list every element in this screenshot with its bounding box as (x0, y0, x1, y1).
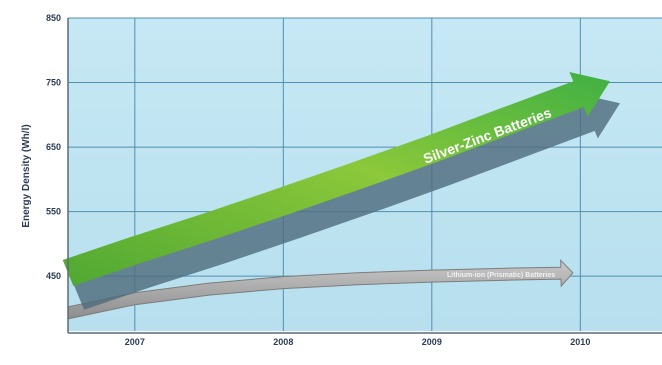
x-tick-label-0: 2007 (125, 337, 145, 347)
y-axis-label: Energy Density (Wh/l) (21, 124, 32, 227)
series-silver-zinc-shadow (71, 94, 620, 310)
series-layer: Lithium-ion (Prismatic) BatteriesSilver-… (62, 72, 620, 320)
y-tick-label-1: 550 (46, 207, 61, 217)
axis-ticks: 450 550 650 750 850 2007 2008 2009 2010 (46, 13, 590, 347)
y-tick-label-2: 650 (46, 142, 61, 152)
series-silver-zinc-arrow (62, 72, 610, 286)
y-tick-label-0: 450 (46, 271, 61, 281)
x-tick-label-3: 2010 (570, 337, 590, 347)
x-tick-label-2: 2009 (422, 337, 442, 347)
series-lithium-ion-label: Lithium-ion (Prismatic) Batteries (447, 272, 555, 279)
x-tick-label-1: 2008 (273, 337, 293, 347)
y-tick-label-3: 750 (46, 78, 61, 88)
series-lithium-ion-arrow (67, 258, 574, 320)
y-tick-label-4: 850 (46, 13, 61, 23)
